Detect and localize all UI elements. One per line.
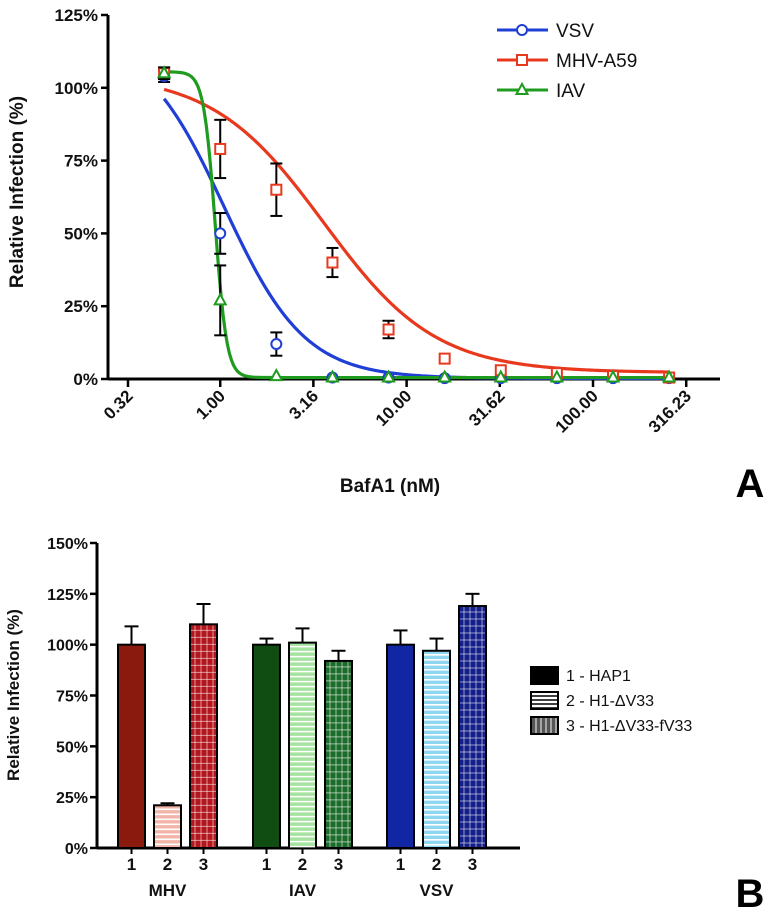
panel-a-point-iav <box>325 369 340 383</box>
panel-a-ylabel: Relative Infection (%) <box>7 96 28 288</box>
panel-a-point-mhv-a59 <box>270 183 283 196</box>
panel-a-x-tick-label: 100.00 <box>552 386 602 436</box>
panel-b-y-tick-label: 125% <box>47 587 88 604</box>
panel-b-y-tick-label: 100% <box>47 638 88 655</box>
panel-a-point-vsv <box>214 227 227 240</box>
panel-b-bar-chart: Relative Infection (%) B 0% 25% 50% 75% 100%… <box>4 536 764 916</box>
panel-b-legend-label-1: 1 - HAP1 <box>566 668 631 685</box>
panel-b-y-tick-label: 25% <box>56 790 88 807</box>
panel-a-y-tick-label: 75% <box>64 152 98 171</box>
panel-b-legend-label-2: 2 - H1-ΔV33 <box>566 693 654 710</box>
panel-a-legend-marker-iav <box>514 81 530 95</box>
panel-a-legend-marker-mhv-a59 <box>516 54 528 66</box>
panel-a-legend-marker-vsv <box>516 24 528 36</box>
panel-a-x-tick-label: 3.16 <box>285 386 322 423</box>
panel-a-fit-curve-mhv-a59 <box>163 87 670 374</box>
panel-a-y-tick-label: 50% <box>64 224 98 243</box>
panel-a-point-vsv <box>270 338 283 351</box>
panel-a-fit-curve-iav <box>164 70 670 380</box>
panel-b-y-tick-label: 75% <box>56 689 88 706</box>
panel-a-x-tick-label: 0.32 <box>100 386 137 423</box>
panel-b-x-tick-label: 2 <box>298 855 307 874</box>
panel-a-point-iav <box>381 369 396 383</box>
panel-b-group-label-iav: IAV <box>289 881 317 900</box>
panel-a-point-iav <box>605 369 621 383</box>
panel-b-y-tick-label: 50% <box>56 739 88 756</box>
panel-b-bar-vsv-1 <box>386 643 415 850</box>
panel-a-legend-label-vsv: VSV <box>556 21 594 42</box>
panel-b-bar-mhv-2 <box>153 804 182 849</box>
panel-b-x-tick-label: 1 <box>396 855 405 874</box>
panel-b-x-tick-label: 2 <box>163 855 172 874</box>
panel-b-bar-mhv-1 <box>117 643 146 850</box>
panel-b-legend-label-3: 3 - H1-ΔV33-fV33 <box>566 718 692 735</box>
panel-b-x-tick-label: 1 <box>262 855 271 874</box>
panel-a-point-mhv-a59 <box>438 352 451 365</box>
panel-a-xlabel: BafA1 (nM) <box>340 476 440 497</box>
panel-b-x-tick-label: 1 <box>127 855 136 874</box>
panel-a-point-iav <box>213 292 228 306</box>
panel-a-fit-curve-vsv <box>162 97 670 381</box>
panel-a-x-tick-label: 316.23 <box>645 386 695 436</box>
panel-a-x-tick-label: 1.00 <box>192 386 229 423</box>
panel-a-point-iav <box>549 369 565 383</box>
panel-b-x-tick-label: 3 <box>199 855 208 874</box>
panel-a-point-mhv-a59 <box>214 142 227 155</box>
panel-b-group-label-vsv: VSV <box>419 881 454 900</box>
panel-b-y-tick-label: 0% <box>65 841 88 858</box>
panel-a-point-mhv-a59 <box>326 256 339 269</box>
panel-b-y-tick-label: 150% <box>47 536 88 553</box>
panel-b-label: B <box>736 872 765 916</box>
panel-a-point-iav <box>437 369 452 383</box>
panel-a-y-tick-label: 125% <box>55 6 98 25</box>
panel-b-group-label-mhv: MHV <box>149 881 187 900</box>
panel-b-bar-iav-1 <box>252 643 281 850</box>
panel-a-y-tick-label: 0% <box>73 370 98 389</box>
panel-a-point-iav <box>156 65 172 79</box>
panel-a-x-tick-label: 10.00 <box>372 386 416 430</box>
panel-a-x-tick-label: 31.62 <box>465 386 509 430</box>
panel-a-label: A <box>736 462 765 506</box>
panel-b-legend-swatch-1 <box>530 666 559 685</box>
panel-a-y-tick-label: 100% <box>55 79 98 98</box>
panel-b-x-tick-label: 3 <box>468 855 477 874</box>
panel-a-legend-label-iav: IAV <box>556 81 586 102</box>
panel-a-point-mhv-a59 <box>382 323 395 336</box>
panel-a-point-iav <box>493 369 508 383</box>
panel-a-point-iav <box>269 368 284 382</box>
panel-a-line-chart: Relative Infection (%) BafA1 (nM) A 0% 25… <box>7 6 764 506</box>
panel-b-ylabel: Relative Infection (%) <box>4 609 23 781</box>
panel-a-legend-label-mhv-a59: MHV-A59 <box>556 51 637 72</box>
panel-b-x-tick-label: 2 <box>432 855 441 874</box>
panel-b-x-tick-label: 3 <box>334 855 343 874</box>
panel-a-point-iav <box>661 369 677 383</box>
panel-a-y-tick-label: 25% <box>64 297 98 316</box>
